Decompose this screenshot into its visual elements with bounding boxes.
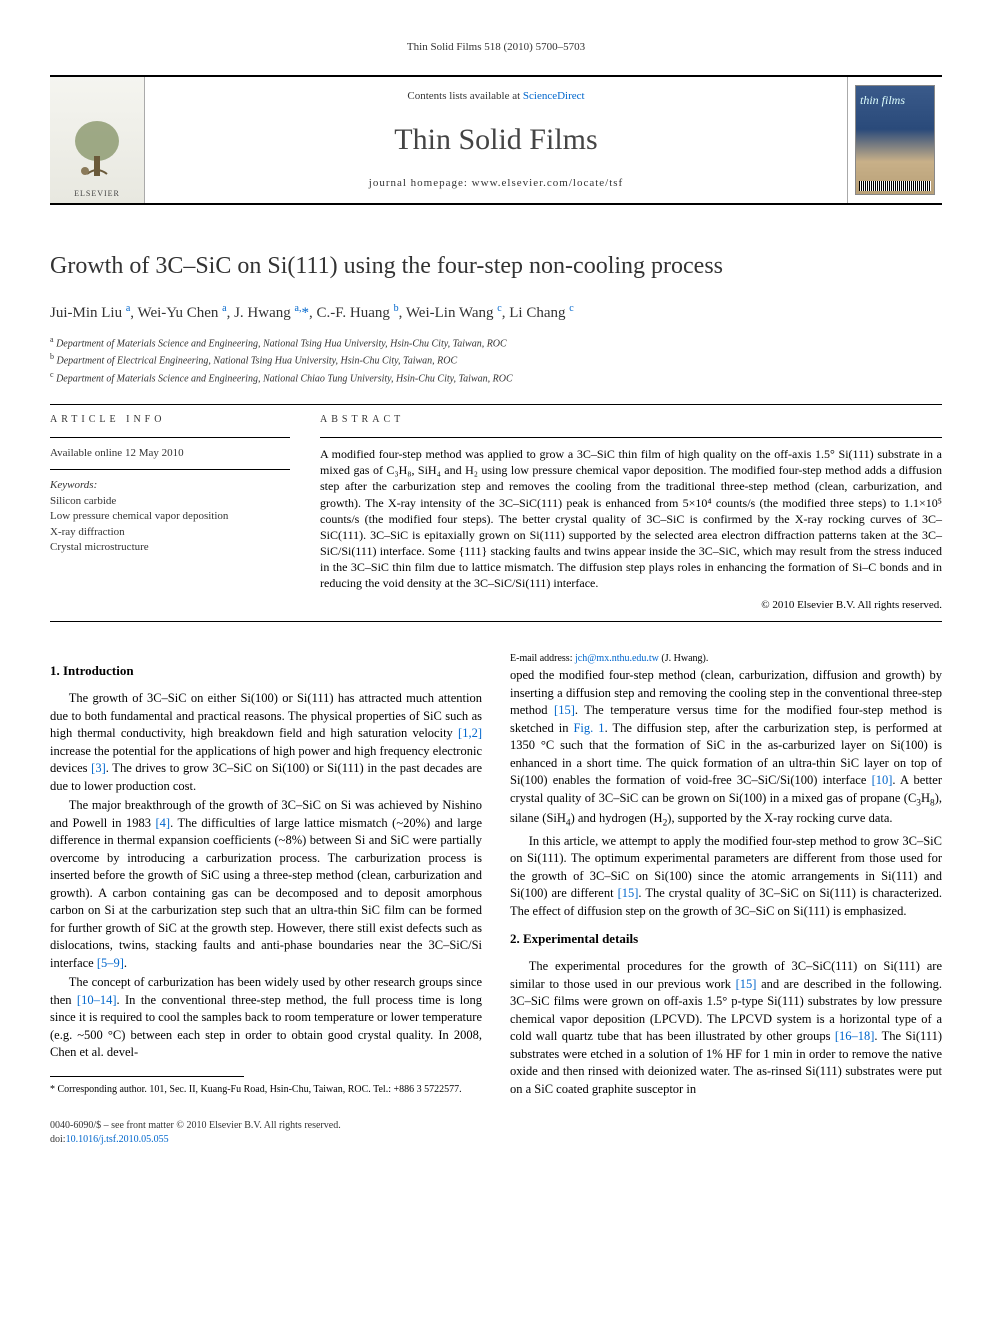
contents-available-line: Contents lists available at ScienceDirec… <box>155 89 837 104</box>
body-columns: 1. Introduction The growth of 3C–SiC on … <box>50 652 942 1099</box>
ref-link[interactable]: [10–14] <box>77 993 117 1007</box>
ref-link[interactable]: [10] <box>872 773 893 787</box>
keyword: X-ray diffraction <box>50 525 290 540</box>
footnote-rule <box>50 1076 244 1077</box>
ref-link[interactable]: [15] <box>736 977 757 991</box>
rule-below-meta <box>50 621 942 622</box>
ref-link[interactable]: [5–9] <box>97 956 124 970</box>
affiliations: a Department of Materials Science and En… <box>50 334 942 386</box>
email-suffix: (J. Hwang). <box>659 653 708 664</box>
cover-title: thin films <box>860 94 905 106</box>
journal-name: Thin Solid Films <box>155 119 837 161</box>
doi-line: doi:10.1016/j.tsf.2010.05.055 <box>50 1133 942 1147</box>
figure-link[interactable]: Fig. 1 <box>573 721 604 735</box>
corresponding-author-footnote: * Corresponding author. 101, Sec. II, Ku… <box>50 1083 482 1096</box>
body-paragraph: The concept of carburization has been wi… <box>50 974 482 1062</box>
publisher-label: ELSEVIER <box>74 188 120 199</box>
keyword: Low pressure chemical vapor deposition <box>50 509 290 524</box>
abstract-label: ABSTRACT <box>320 413 942 427</box>
article-info-block: ARTICLE INFO Available online 12 May 201… <box>50 413 290 613</box>
contents-prefix: Contents lists available at <box>407 90 522 102</box>
rule-above-meta <box>50 404 942 405</box>
elsevier-tree-icon <box>67 116 127 186</box>
affiliation: b Department of Electrical Engineering, … <box>50 351 942 368</box>
sciencedirect-link[interactable]: ScienceDirect <box>523 90 585 102</box>
email-footnote: E-mail address: jch@mx.nthu.edu.tw (J. H… <box>510 652 942 665</box>
doi-label: doi: <box>50 1134 66 1145</box>
doi-link[interactable]: 10.1016/j.tsf.2010.05.055 <box>66 1134 169 1145</box>
keyword: Silicon carbide <box>50 494 290 509</box>
keywords-list: Silicon carbideLow pressure chemical vap… <box>50 494 290 556</box>
affiliation: c Department of Materials Science and En… <box>50 369 942 386</box>
running-head: Thin Solid Films 518 (2010) 5700–5703 <box>50 40 942 55</box>
banner-center: Contents lists available at ScienceDirec… <box>145 77 847 203</box>
cover-barcode-icon <box>859 181 931 191</box>
article-title: Growth of 3C–SiC on Si(111) using the fo… <box>50 250 942 284</box>
ref-link[interactable]: [4] <box>156 816 171 830</box>
rule-under-info-label <box>50 437 290 438</box>
rule-under-abstract-label <box>320 437 942 438</box>
abstract-block: ABSTRACT A modified four-step method was… <box>320 413 942 613</box>
journal-banner: ELSEVIER Contents lists available at Sci… <box>50 75 942 205</box>
keywords-head: Keywords: <box>50 478 290 493</box>
footer-block: 0040-6090/$ – see front matter © 2010 El… <box>50 1119 942 1147</box>
ref-link[interactable]: [1,2] <box>458 726 482 740</box>
author-list: Jui-Min Liu a, Wei-Yu Chen a, J. Hwang a… <box>50 302 942 324</box>
ref-link[interactable]: [15] <box>554 703 575 717</box>
body-paragraph: In this article, we attempt to apply the… <box>510 833 942 921</box>
publisher-logo-cell: ELSEVIER <box>50 77 145 203</box>
email-label: E-mail address: <box>510 653 575 664</box>
section-2-head: 2. Experimental details <box>510 930 942 948</box>
ref-link[interactable]: [3] <box>91 761 106 775</box>
journal-cover-thumbnail: thin films <box>855 85 935 195</box>
ref-link[interactable]: [16–18] <box>835 1029 875 1043</box>
keyword: Crystal microstructure <box>50 540 290 555</box>
body-paragraph: The major breakthrough of the growth of … <box>50 797 482 972</box>
body-paragraph: The growth of 3C–SiC on either Si(100) o… <box>50 690 482 795</box>
article-info-label: ARTICLE INFO <box>50 413 290 427</box>
front-matter-line: 0040-6090/$ – see front matter © 2010 El… <box>50 1119 942 1133</box>
email-link[interactable]: jch@mx.nthu.edu.tw <box>575 653 659 664</box>
body-paragraph: oped the modified four-step method (clea… <box>510 667 942 831</box>
section-1-head: 1. Introduction <box>50 662 482 680</box>
abstract-text: A modified four-step method was applied … <box>320 446 942 592</box>
body-paragraph: The experimental procedures for the grow… <box>510 958 942 1098</box>
affiliation: a Department of Materials Science and En… <box>50 334 942 351</box>
journal-homepage: journal homepage: www.elsevier.com/locat… <box>155 176 837 191</box>
abstract-copyright: © 2010 Elsevier B.V. All rights reserved… <box>320 598 942 613</box>
meta-row: ARTICLE INFO Available online 12 May 201… <box>50 413 942 613</box>
ref-link[interactable]: [15] <box>618 886 639 900</box>
available-online: Available online 12 May 2010 <box>50 446 290 470</box>
cover-thumb-cell: thin films <box>847 77 942 203</box>
